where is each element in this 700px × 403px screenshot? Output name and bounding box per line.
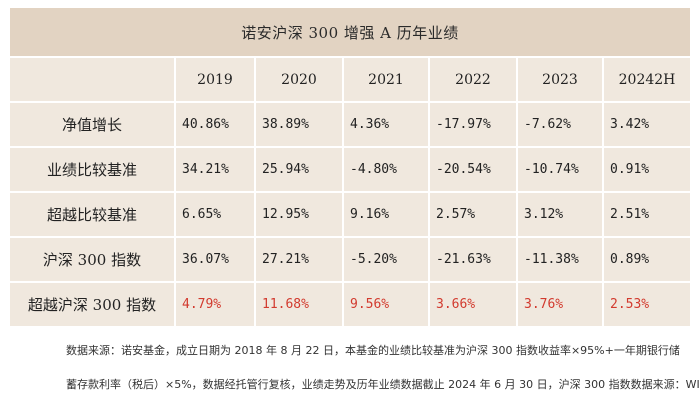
header-cell-2023: 2023 <box>517 58 604 103</box>
table-row: 超越比较基准 6.65% 12.95% 9.16% 2.57% 3.12% 2.… <box>10 192 690 238</box>
performance-table-container: 诺安沪深 300 增强 A 历年业绩 2019 2020 2021 2022 2… <box>10 8 690 326</box>
row-label: 业绩比较基准 <box>10 147 176 193</box>
row-label: 超越沪深 300 指数 <box>10 282 176 326</box>
header-cell-2020: 2020 <box>255 58 344 103</box>
table-cell: -4.80% <box>343 147 430 193</box>
table-cell: -11.38% <box>517 237 604 283</box>
table-cell: -5.20% <box>343 237 430 283</box>
table-cell: 3.42% <box>603 102 690 148</box>
table-cell-highlight: 9.56% <box>343 282 430 326</box>
table-row: 净值增长 40.86% 38.89% 4.36% -17.97% -7.62% … <box>10 102 690 148</box>
table-cell: 2.57% <box>429 192 518 238</box>
table-cell: 36.07% <box>175 237 256 283</box>
table-cell: 12.95% <box>255 192 344 238</box>
table-row-highlight: 超越沪深 300 指数 4.79% 11.68% 9.56% 3.66% 3.7… <box>10 282 690 326</box>
table-cell: 6.65% <box>175 192 256 238</box>
table-cell: 27.21% <box>255 237 344 283</box>
table-cell: -17.97% <box>429 102 518 148</box>
table-cell-highlight: 3.66% <box>429 282 518 326</box>
row-label: 沪深 300 指数 <box>10 237 176 283</box>
table-cell: -10.74% <box>517 147 604 193</box>
table-cell: -7.62% <box>517 102 604 148</box>
header-cell-empty <box>10 58 176 103</box>
table-title: 诺安沪深 300 增强 A 历年业绩 <box>10 8 690 58</box>
row-label: 超越比较基准 <box>10 192 176 238</box>
table-cell: 40.86% <box>175 102 256 148</box>
table-cell: 25.94% <box>255 147 344 193</box>
table-cell: 34.21% <box>175 147 256 193</box>
table-row: 业绩比较基准 34.21% 25.94% -4.80% -20.54% -10.… <box>10 147 690 193</box>
table-cell-highlight: 11.68% <box>255 282 344 326</box>
footnote-line-2: 蓄存款利率（税后）×5%，数据经托管行复核，业绩走势及历年业绩数据截止 2024… <box>66 378 700 391</box>
table-cell-highlight: 4.79% <box>175 282 256 326</box>
footnote-line-1: 数据来源：诺安基金，成立日期为 2018 年 8 月 22 日，本基金的业绩比较… <box>66 344 680 357</box>
header-row: 2019 2020 2021 2022 2023 20242H <box>10 58 690 103</box>
header-cell-2022: 2022 <box>429 58 518 103</box>
table-cell: 4.36% <box>343 102 430 148</box>
header-cell-2021: 2021 <box>343 58 430 103</box>
header-cell-2019: 2019 <box>175 58 256 103</box>
table-cell-highlight: 2.53% <box>603 282 690 326</box>
table-cell: 3.12% <box>517 192 604 238</box>
row-label: 净值增长 <box>10 102 176 148</box>
table-cell: 0.91% <box>603 147 690 193</box>
table-row: 沪深 300 指数 36.07% 27.21% -5.20% -21.63% -… <box>10 237 690 283</box>
performance-table: 2019 2020 2021 2022 2023 20242H 净值增长 40.… <box>10 58 690 326</box>
table-cell: 9.16% <box>343 192 430 238</box>
table-cell-highlight: 3.76% <box>517 282 604 326</box>
table-cell: 38.89% <box>255 102 344 148</box>
header-cell-2024h1: 20242H <box>603 58 690 103</box>
table-cell: 2.51% <box>603 192 690 238</box>
table-cell: 0.89% <box>603 237 690 283</box>
table-cell: -21.63% <box>429 237 518 283</box>
table-cell: -20.54% <box>429 147 518 193</box>
